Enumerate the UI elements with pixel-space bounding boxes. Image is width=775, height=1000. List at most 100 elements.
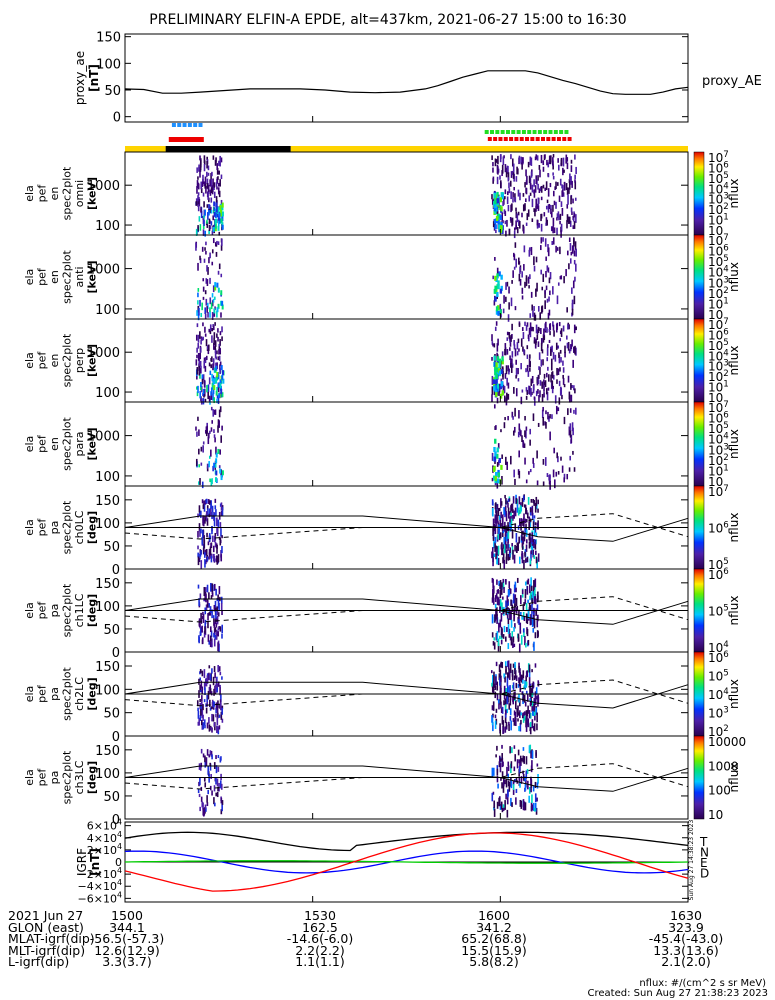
spectrogram-pixel	[512, 696, 514, 703]
spectrogram-pixel	[208, 603, 210, 608]
panel-ylabel-line: omni	[73, 180, 86, 207]
spectrogram-pixel	[545, 410, 547, 415]
spectrogram-pixel	[539, 186, 542, 192]
spectrogram-pixel	[552, 385, 555, 390]
spectrogram-pixel	[544, 187, 546, 191]
spectrogram-pixel	[216, 167, 219, 175]
spectrogram-pixel	[555, 405, 558, 415]
panel-ylabel-line: ela	[23, 686, 36, 703]
spectrogram-pixel	[502, 783, 505, 793]
colorbar-tick-label: 106	[708, 521, 729, 536]
spectrogram-pixel	[209, 324, 212, 331]
spectrogram-pixel	[541, 338, 543, 344]
colorbar-tick-label: 105	[708, 254, 729, 269]
spectrogram-pixel	[505, 498, 507, 505]
spectrogram-pixel	[221, 624, 224, 634]
spectrogram-pixel	[199, 689, 202, 693]
spectrogram-pixel	[536, 450, 538, 459]
spectrogram-pixel	[511, 529, 514, 539]
colorbar-tick-label: 102	[708, 453, 729, 468]
spectrogram-pixel	[493, 379, 496, 385]
spectrogram-pixel	[209, 553, 212, 559]
spectrogram-pixel	[496, 176, 499, 185]
spectrogram-pixel	[206, 499, 208, 504]
spectrogram-pixel	[216, 606, 218, 612]
spectrogram-pixel	[533, 179, 535, 187]
spectrogram-pixel	[218, 714, 221, 718]
spectrogram-pixel	[211, 713, 213, 722]
science-zone-mark-red	[493, 137, 498, 141]
chart-title: PRELIMINARY ELFIN-A EPDE, alt=437km, 202…	[149, 12, 626, 28]
spectrogram-pixel	[510, 797, 512, 806]
spectrogram-pixel	[211, 356, 213, 362]
spectrogram-pixel	[199, 368, 201, 374]
spectrogram-pixel	[495, 277, 498, 283]
spectrogram-pixel	[522, 332, 525, 340]
spectrogram-pixel	[491, 477, 494, 482]
science-zone-mark-green	[500, 130, 505, 134]
spectrogram-pixel	[217, 384, 220, 393]
spectrogram-pixel	[503, 422, 506, 429]
spectrogram-pixel	[562, 325, 565, 332]
spectrogram-pixel	[528, 710, 531, 719]
spectrogram-pixel	[531, 750, 534, 759]
spectrogram-pixel	[204, 307, 207, 315]
spectrogram-pixel	[200, 612, 202, 622]
spectrogram-pixel	[197, 201, 200, 207]
science-zone-mark-green	[559, 130, 564, 134]
spectrogram-pixel	[520, 719, 522, 725]
spectrogram-pixel	[541, 393, 544, 402]
colorbar-tick-label: 103	[708, 359, 729, 374]
science-zone-mark-red	[562, 137, 567, 141]
spectrogram-pixel	[201, 625, 203, 633]
spectrogram-pixel	[517, 338, 520, 344]
spectrogram-pixel	[206, 156, 208, 161]
spectrogram-pixel	[519, 755, 522, 763]
spectrogram-pixel	[509, 698, 512, 706]
spectrogram-pixel	[551, 414, 553, 419]
spectrogram-pixel	[531, 760, 533, 770]
spectrogram-pixel	[507, 553, 510, 561]
spectrogram-pixel	[215, 251, 218, 257]
spectrogram-pixel	[217, 336, 219, 342]
spectrogram-pixel	[217, 215, 220, 221]
spectrogram-pixel	[536, 797, 538, 802]
panel-ylabel-line: para	[73, 432, 86, 457]
spectrogram-pixel	[518, 643, 521, 653]
spectrogram-pixel	[530, 551, 532, 561]
colorbar-tick-label: 107	[708, 317, 729, 332]
spectrogram-pixel	[214, 348, 217, 354]
spectrogram-pixel	[216, 687, 219, 693]
spectrogram-pixel	[500, 225, 503, 231]
spectrogram-pixel	[537, 508, 539, 513]
colorbar-tick-label: 103	[708, 275, 729, 290]
spectrogram-pixel	[526, 710, 529, 717]
spectrogram-pixel	[532, 627, 535, 633]
spectrogram-pixel	[535, 532, 538, 537]
spectrogram-pixel	[518, 348, 520, 352]
spectrogram-pixel	[518, 496, 521, 505]
science-zone-mark-red	[168, 137, 204, 142]
spectrogram-pixel	[204, 429, 207, 434]
orbit-status-bar	[290, 146, 688, 152]
spectrogram-pixel	[525, 325, 528, 331]
spectrogram-pixel	[528, 795, 530, 803]
spectrogram-pixel	[210, 479, 213, 486]
spectrogram-pixel	[575, 214, 577, 223]
spectrogram-pixel	[205, 355, 208, 361]
spectrogram-pixel	[204, 559, 206, 568]
spectrogram-pixel	[522, 718, 525, 723]
spectrogram-pixel	[505, 636, 507, 642]
spectrogram-pixel	[508, 781, 511, 792]
spectrogram-pixel	[504, 713, 507, 723]
spectrogram-pixel	[204, 230, 207, 237]
spectrogram-pixel	[208, 552, 211, 557]
spectrogram-pixel	[555, 342, 558, 350]
spectrogram-pixel	[221, 304, 224, 310]
spectrogram-pixel	[491, 394, 493, 403]
spectrogram-pixel	[212, 155, 215, 160]
spectrogram-pixel	[520, 776, 523, 784]
spectrogram-pixel	[555, 323, 558, 333]
colorbar-tick-label: 105	[708, 557, 729, 572]
spectrogram-pixel	[575, 407, 577, 415]
